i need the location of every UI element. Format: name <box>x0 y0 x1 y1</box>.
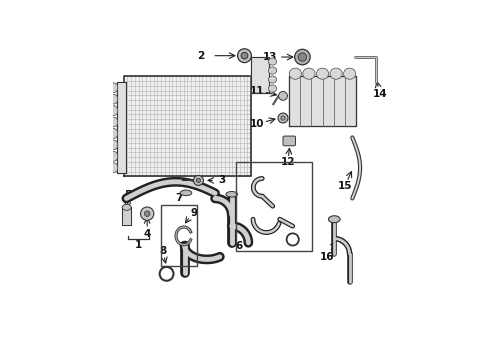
Ellipse shape <box>110 152 118 161</box>
Ellipse shape <box>110 129 118 138</box>
Text: 7: 7 <box>175 193 183 203</box>
Circle shape <box>278 113 288 123</box>
Ellipse shape <box>269 76 277 83</box>
Text: 11: 11 <box>250 86 265 96</box>
Text: 13: 13 <box>263 52 278 62</box>
Text: 16: 16 <box>320 252 335 262</box>
Circle shape <box>279 91 288 100</box>
Circle shape <box>141 207 154 220</box>
Text: 4: 4 <box>144 229 151 239</box>
Ellipse shape <box>330 68 342 79</box>
Ellipse shape <box>110 163 118 173</box>
Ellipse shape <box>289 68 301 79</box>
Ellipse shape <box>303 68 315 79</box>
Ellipse shape <box>110 117 118 127</box>
Text: 8: 8 <box>159 246 167 256</box>
Text: 5: 5 <box>124 190 131 200</box>
Ellipse shape <box>269 67 277 74</box>
Text: 1: 1 <box>135 240 142 250</box>
Text: 3: 3 <box>219 175 225 185</box>
Ellipse shape <box>269 85 277 92</box>
Ellipse shape <box>110 106 118 116</box>
Bar <box>236 162 312 251</box>
Text: 12: 12 <box>281 157 295 167</box>
Text: 6: 6 <box>236 241 243 251</box>
Ellipse shape <box>328 216 340 223</box>
Circle shape <box>196 178 201 183</box>
Circle shape <box>281 116 285 120</box>
Circle shape <box>194 175 203 185</box>
Circle shape <box>145 211 150 216</box>
Circle shape <box>238 49 251 63</box>
FancyBboxPatch shape <box>283 136 295 146</box>
Text: 2: 2 <box>197 51 205 61</box>
Ellipse shape <box>180 190 192 195</box>
Ellipse shape <box>110 83 118 93</box>
Ellipse shape <box>269 58 277 65</box>
Ellipse shape <box>122 204 131 210</box>
Circle shape <box>241 52 248 59</box>
Bar <box>161 205 197 266</box>
Ellipse shape <box>317 68 329 79</box>
Text: 9: 9 <box>191 208 198 218</box>
Polygon shape <box>289 76 356 126</box>
Polygon shape <box>251 57 269 93</box>
Polygon shape <box>122 207 131 225</box>
Text: 14: 14 <box>373 89 387 99</box>
Circle shape <box>294 49 310 65</box>
Polygon shape <box>117 82 126 174</box>
Ellipse shape <box>343 68 356 79</box>
Ellipse shape <box>110 94 118 104</box>
Polygon shape <box>123 76 251 176</box>
Text: 10: 10 <box>249 118 264 129</box>
Ellipse shape <box>226 192 238 197</box>
Circle shape <box>298 53 307 61</box>
Ellipse shape <box>110 140 118 150</box>
Text: 15: 15 <box>338 181 353 191</box>
